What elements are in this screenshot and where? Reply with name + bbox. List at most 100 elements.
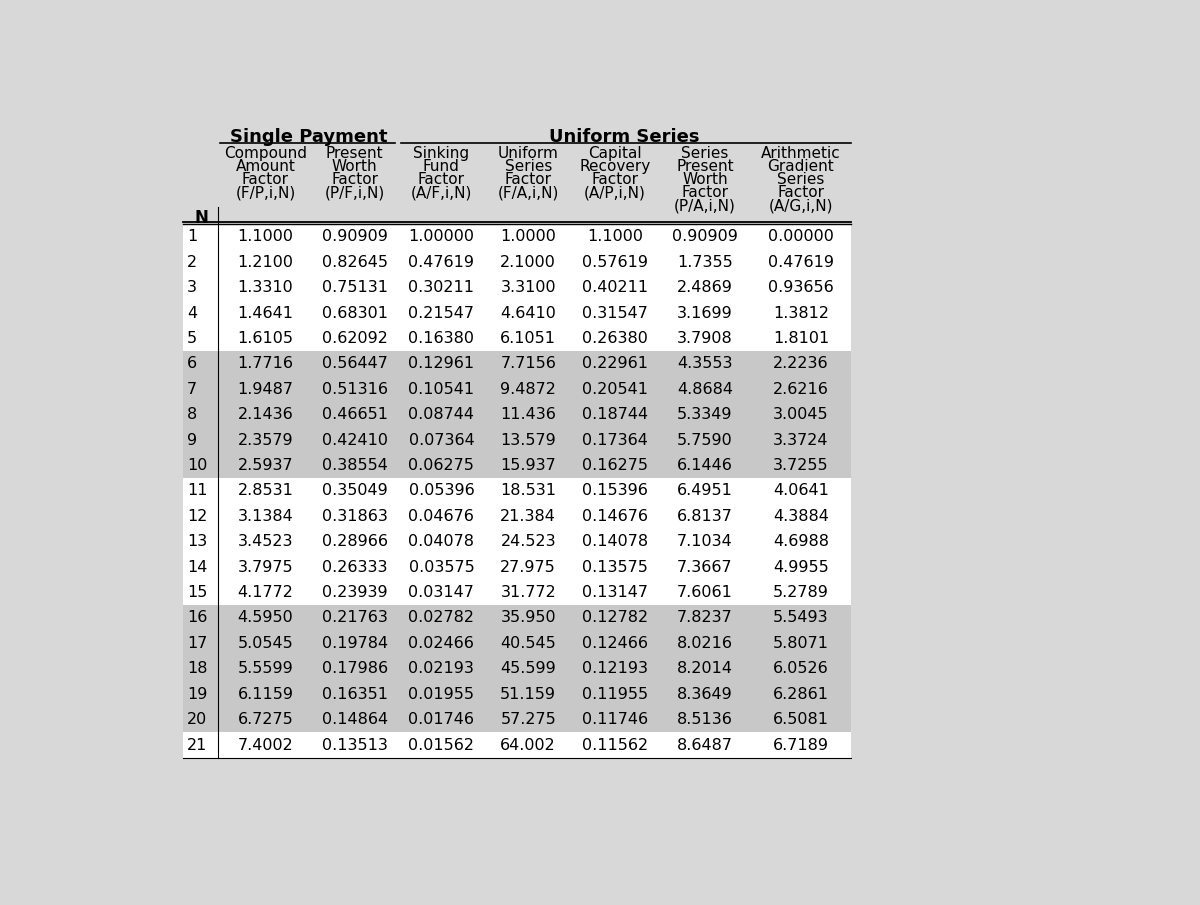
Text: 35.950: 35.950 <box>500 611 556 625</box>
Text: Compound: Compound <box>224 146 307 161</box>
Text: 20: 20 <box>187 712 208 727</box>
Text: 6.8137: 6.8137 <box>677 509 733 524</box>
Text: 31.772: 31.772 <box>500 585 556 600</box>
Text: 0.00000: 0.00000 <box>768 229 834 244</box>
Text: 10: 10 <box>187 458 208 473</box>
Text: 6.5081: 6.5081 <box>773 712 829 727</box>
Text: 0.90909: 0.90909 <box>322 229 388 244</box>
Text: Factor: Factor <box>682 185 728 200</box>
Text: Uniform Series: Uniform Series <box>550 129 700 146</box>
Text: 8.3649: 8.3649 <box>677 687 733 701</box>
Text: Factor: Factor <box>331 172 378 187</box>
Text: 0.30211: 0.30211 <box>408 281 474 295</box>
Bar <box>182 707 851 732</box>
Text: 0.05396: 0.05396 <box>408 483 474 499</box>
Text: 0.04676: 0.04676 <box>408 509 474 524</box>
Text: 0.14078: 0.14078 <box>582 534 648 549</box>
Text: 0.51316: 0.51316 <box>322 382 388 396</box>
Text: 0.28966: 0.28966 <box>322 534 388 549</box>
Text: 15.937: 15.937 <box>500 458 556 473</box>
Text: 0.62092: 0.62092 <box>322 331 388 346</box>
Text: 5.7590: 5.7590 <box>677 433 733 448</box>
Text: 15: 15 <box>187 585 208 600</box>
Text: 2.8531: 2.8531 <box>238 483 294 499</box>
Text: N: N <box>194 209 208 227</box>
Text: 4.6988: 4.6988 <box>773 534 829 549</box>
Text: 0.31863: 0.31863 <box>322 509 388 524</box>
Text: 6.1446: 6.1446 <box>677 458 733 473</box>
Text: 6.0526: 6.0526 <box>773 662 829 676</box>
Bar <box>182 681 851 707</box>
Text: 7.8237: 7.8237 <box>677 611 733 625</box>
Text: 18.531: 18.531 <box>500 483 557 499</box>
Text: 4.3884: 4.3884 <box>773 509 829 524</box>
Text: 0.11746: 0.11746 <box>582 712 648 727</box>
Text: 5.5599: 5.5599 <box>238 662 293 676</box>
Text: 6.2861: 6.2861 <box>773 687 829 701</box>
Text: Single Payment: Single Payment <box>230 129 388 146</box>
Text: 5.0545: 5.0545 <box>238 636 293 651</box>
Text: 3.4523: 3.4523 <box>238 534 293 549</box>
Text: 0.26333: 0.26333 <box>322 559 388 575</box>
Text: 0.02193: 0.02193 <box>408 662 474 676</box>
Text: Series: Series <box>504 159 552 174</box>
Text: 0.14676: 0.14676 <box>582 509 648 524</box>
Text: 2.1436: 2.1436 <box>238 407 293 422</box>
Text: 0.13513: 0.13513 <box>322 738 388 752</box>
Text: 12: 12 <box>187 509 208 524</box>
Text: 9: 9 <box>187 433 197 448</box>
Text: 5.8071: 5.8071 <box>773 636 829 651</box>
Bar <box>182 656 851 681</box>
Text: 16: 16 <box>187 611 208 625</box>
Text: 7: 7 <box>187 382 197 396</box>
Text: 0.56447: 0.56447 <box>322 357 388 371</box>
Text: Fund: Fund <box>422 159 460 174</box>
Text: 1.7716: 1.7716 <box>238 357 294 371</box>
Text: 51.159: 51.159 <box>500 687 557 701</box>
Text: 0.31547: 0.31547 <box>582 306 648 320</box>
Bar <box>182 427 851 452</box>
Text: 7.1034: 7.1034 <box>677 534 733 549</box>
Text: 2: 2 <box>187 254 197 270</box>
Text: 0.17986: 0.17986 <box>322 662 388 676</box>
Text: 2.3579: 2.3579 <box>238 433 293 448</box>
Text: 6: 6 <box>187 357 197 371</box>
Text: 0.20541: 0.20541 <box>582 382 648 396</box>
Text: 0.16351: 0.16351 <box>322 687 388 701</box>
Text: 4.8684: 4.8684 <box>677 382 733 396</box>
Bar <box>182 503 851 529</box>
Text: 1.9487: 1.9487 <box>238 382 294 396</box>
Text: Factor: Factor <box>592 172 638 187</box>
Text: 0.57619: 0.57619 <box>582 254 648 270</box>
Text: 0.26380: 0.26380 <box>582 331 648 346</box>
Text: 5: 5 <box>187 331 197 346</box>
Text: 0.90909: 0.90909 <box>672 229 738 244</box>
Text: 4.5950: 4.5950 <box>238 611 293 625</box>
Text: 4.0641: 4.0641 <box>773 483 829 499</box>
Text: 5.2789: 5.2789 <box>773 585 829 600</box>
Text: 4.6410: 4.6410 <box>500 306 556 320</box>
Text: 0.68301: 0.68301 <box>322 306 388 320</box>
Text: 7.3667: 7.3667 <box>677 559 733 575</box>
Text: (F/A,i,N): (F/A,i,N) <box>498 185 559 200</box>
Text: 24.523: 24.523 <box>500 534 556 549</box>
Text: 40.545: 40.545 <box>500 636 556 651</box>
Text: 0.46651: 0.46651 <box>322 407 388 422</box>
Text: Factor: Factor <box>242 172 289 187</box>
Text: 0.12466: 0.12466 <box>582 636 648 651</box>
Text: (P/A,i,N): (P/A,i,N) <box>674 198 736 213</box>
Text: 7.6061: 7.6061 <box>677 585 733 600</box>
Text: 1.3310: 1.3310 <box>238 281 293 295</box>
Text: 13.579: 13.579 <box>500 433 556 448</box>
Bar <box>182 351 851 376</box>
Text: 0.14864: 0.14864 <box>322 712 388 727</box>
Text: 2.1000: 2.1000 <box>500 254 556 270</box>
Text: 0.12193: 0.12193 <box>582 662 648 676</box>
Text: 64.002: 64.002 <box>500 738 556 752</box>
Text: 0.93656: 0.93656 <box>768 281 834 295</box>
Text: 0.02782: 0.02782 <box>408 611 474 625</box>
Text: 13: 13 <box>187 534 208 549</box>
Text: Factor: Factor <box>505 172 552 187</box>
Text: 0.16380: 0.16380 <box>408 331 474 346</box>
Text: 6.7275: 6.7275 <box>238 712 293 727</box>
